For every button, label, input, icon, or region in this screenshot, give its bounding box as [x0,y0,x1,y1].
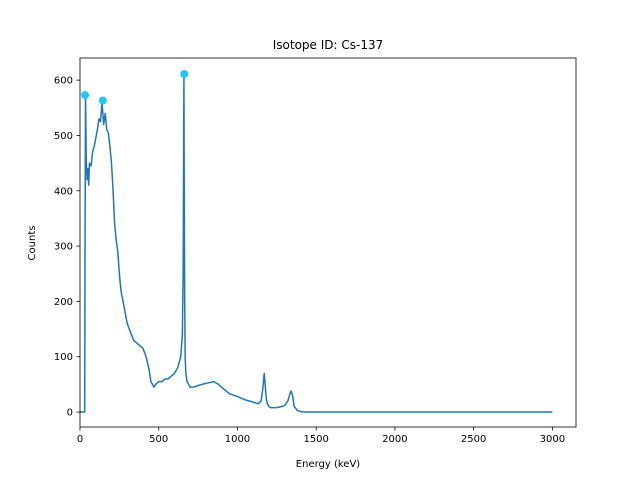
y-tick-label-1: 100 [54,352,73,363]
y-tick-label-3: 300 [54,242,73,253]
x-axis: 0 500 1000 1500 2000 2500 3000 [77,427,565,445]
y-axis-label: Counts [27,226,38,261]
x-tick-label-3: 1500 [303,434,328,445]
x-tick-label-1: 500 [149,434,168,445]
x-tick-label-2: 1000 [225,434,250,445]
peak-marker-1 [98,96,107,105]
peak-marker-2 [180,70,189,79]
y-tick-label-5: 500 [54,131,73,142]
plot-area [79,57,577,428]
peak-marker-0 [81,91,90,100]
x-tick-label-6: 3000 [540,434,565,445]
y-tick-label-6: 600 [54,76,73,87]
y-tick-label-2: 200 [54,297,73,308]
peak-markers [81,70,189,105]
y-axis: 0 100 200 300 400 500 600 [54,76,80,419]
y-tick-label-0: 0 [67,408,73,419]
chart-title: Isotope ID: Cs-137 [273,38,384,52]
plot-frame [79,57,577,428]
x-tick-label-4: 2000 [382,434,407,445]
series-layer [80,73,553,413]
y-tick-label-4: 400 [54,186,73,197]
x-axis-label: Energy (keV) [296,459,361,470]
x-tick-label-0: 0 [77,434,83,445]
x-tick-label-5: 2500 [461,434,486,445]
spectrum-line-0 [80,73,553,413]
